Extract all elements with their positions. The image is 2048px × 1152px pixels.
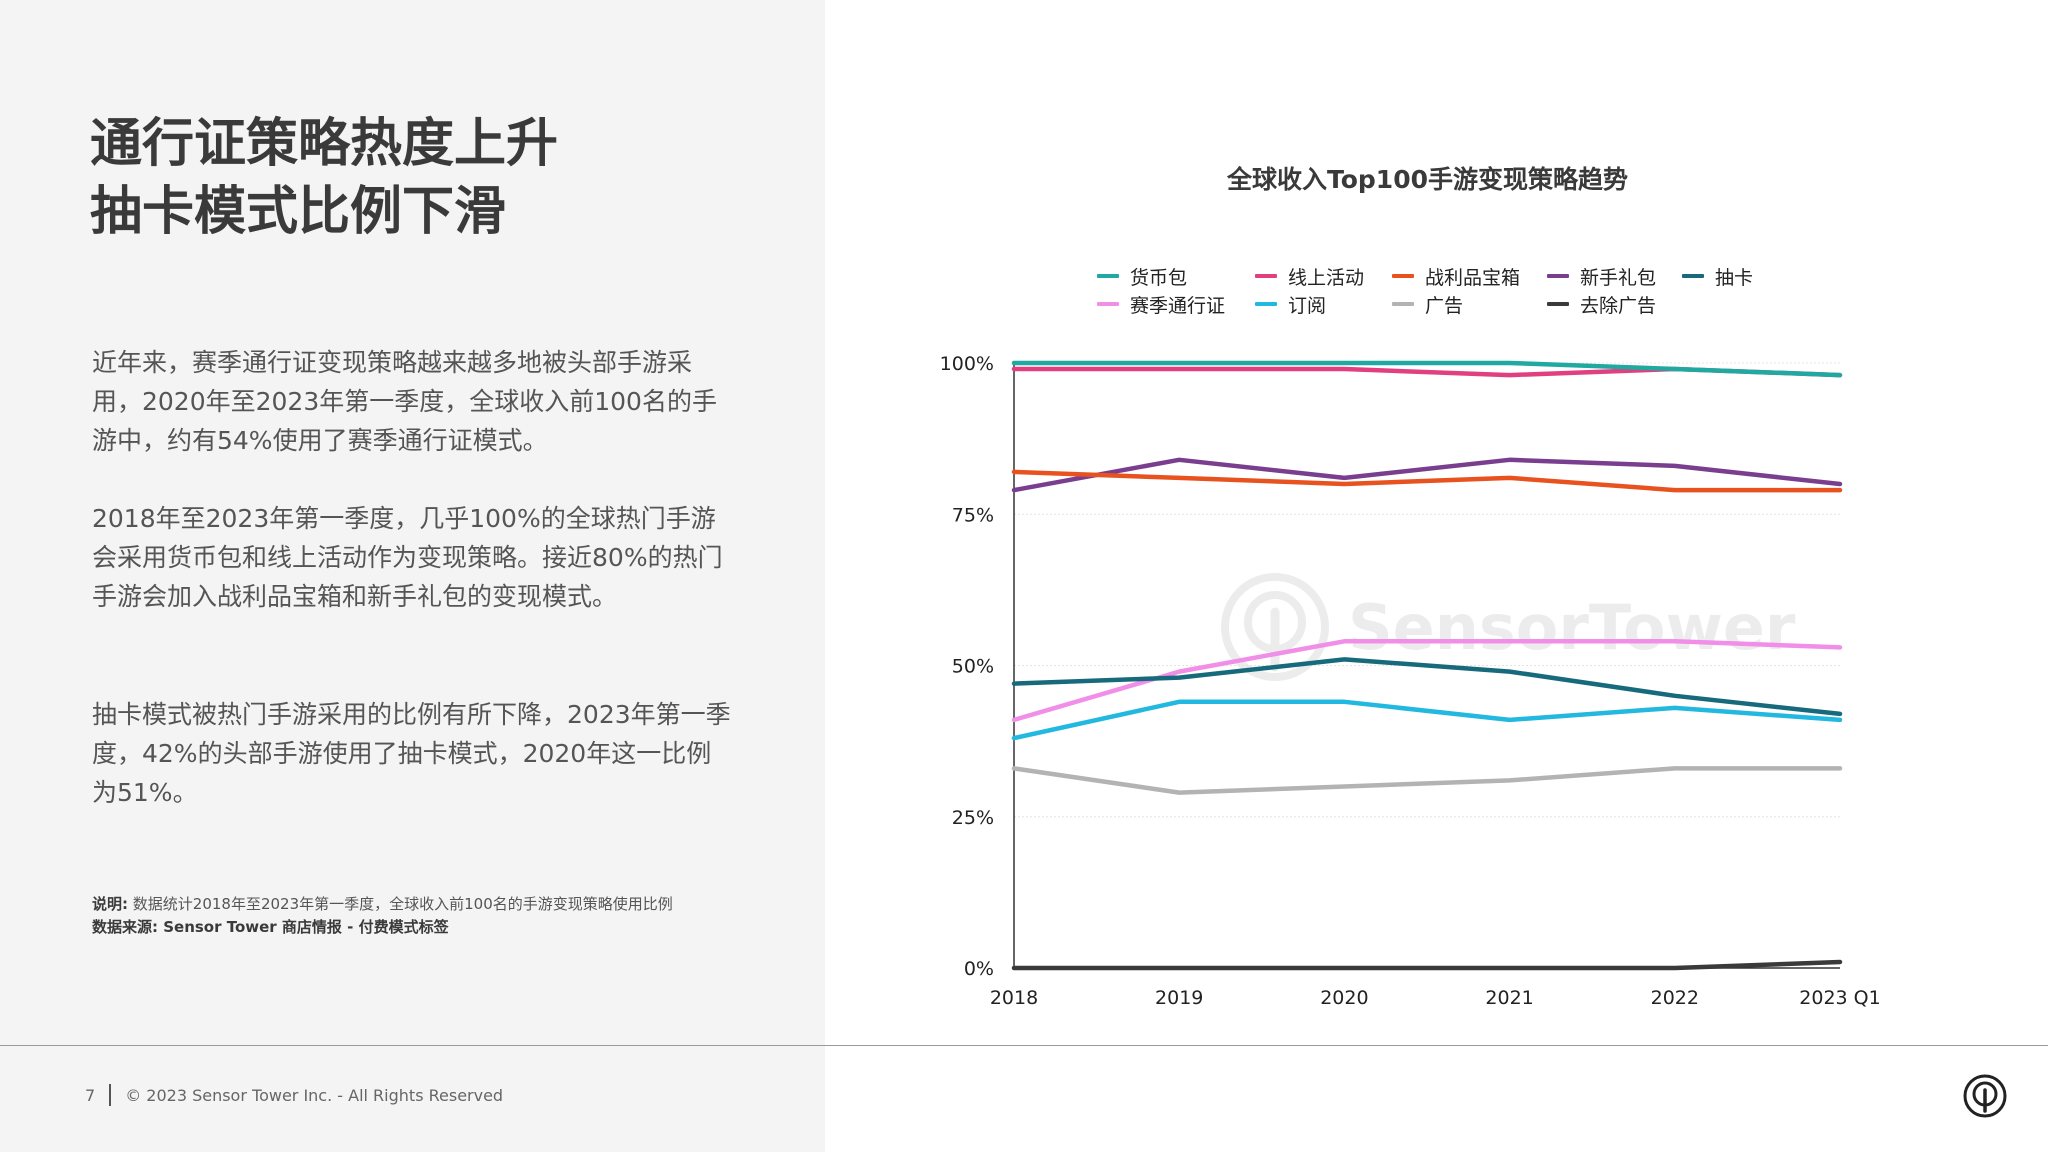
watermark-logo-icon bbox=[1221, 573, 1329, 681]
legend-item: 广告 bbox=[1392, 290, 1463, 318]
page-title-line-1: 通行证策略热度上升 bbox=[90, 114, 559, 174]
paragraph-season-pass: 近年来，赛季通行证变现策略越来越多地被头部手游采用，2020年至2023年第一季… bbox=[92, 348, 717, 455]
watermark-text: SensorTower bbox=[1348, 590, 1796, 664]
series-line-3 bbox=[1011, 469, 1843, 493]
legend-label: 抽卡 bbox=[1715, 266, 1754, 289]
legend-swatch bbox=[1097, 274, 1119, 278]
legend-label: 去除广告 bbox=[1580, 294, 1657, 317]
footer: 7 © 2023 Sensor Tower Inc. - All Rights … bbox=[85, 1084, 503, 1106]
series-line-4 bbox=[1011, 457, 1843, 493]
legend-swatch bbox=[1682, 274, 1704, 278]
legend-label: 订阅 bbox=[1288, 294, 1327, 317]
legend-swatch bbox=[1547, 274, 1569, 278]
series-line-7 bbox=[1011, 699, 1843, 741]
series-line-9 bbox=[1011, 959, 1843, 971]
note-text: 数据统计2018年至2023年第一季度，全球收入前100名的手游变现策略使用比例 bbox=[132, 895, 673, 913]
series-line-5 bbox=[1011, 657, 1843, 717]
y-tick-label: 25% bbox=[952, 807, 994, 829]
series-line-8 bbox=[1011, 766, 1843, 795]
legend-item: 战利品宝箱 bbox=[1392, 262, 1520, 290]
y-tick-label: 50% bbox=[952, 656, 994, 678]
data-source: 数据来源: Sensor Tower 商店情报 - 付费模式标签 bbox=[92, 918, 449, 936]
page-number: 7 bbox=[85, 1085, 96, 1105]
legend-label: 赛季通行证 bbox=[1130, 294, 1226, 317]
legend-item: 赛季通行证 bbox=[1097, 290, 1225, 318]
x-tick-label: 2018 bbox=[990, 987, 1038, 1009]
chart-title: 全球收入Top100手游变现策略趋势 bbox=[1227, 165, 1628, 194]
footer-divider bbox=[0, 1045, 2048, 1046]
legend-item: 货币包 bbox=[1097, 262, 1187, 290]
legend-swatch bbox=[1097, 302, 1119, 306]
watermark: SensorTower bbox=[1220, 572, 1795, 682]
page-title-line-2: 抽卡模式比例下滑 bbox=[90, 182, 507, 242]
legend-swatch bbox=[1392, 274, 1414, 278]
x-tick-label: 2023 Q1 bbox=[1799, 987, 1880, 1009]
legend-item: 新手礼包 bbox=[1547, 262, 1656, 290]
legend-label: 广告 bbox=[1425, 294, 1464, 317]
legend-label: 新手礼包 bbox=[1580, 266, 1657, 289]
x-tick-label: 2020 bbox=[1320, 987, 1368, 1009]
page-title: 通行证策略热度上升 抽卡模式比例下滑 bbox=[90, 110, 790, 246]
sensor-tower-logo-icon bbox=[1963, 1074, 2007, 1118]
y-tick-label: 100% bbox=[940, 353, 994, 375]
legend-label: 线上活动 bbox=[1288, 266, 1365, 289]
legend-swatch bbox=[1255, 302, 1277, 306]
series-line-1 bbox=[1011, 360, 1843, 378]
legend-item: 抽卡 bbox=[1682, 262, 1753, 290]
paragraph-gacha: 抽卡模式被热门手游采用的比例有所下降，2023年第一季度，42%的头部手游使用了… bbox=[92, 700, 731, 807]
legend-item: 订阅 bbox=[1255, 290, 1326, 318]
legend-swatch bbox=[1392, 302, 1414, 306]
line-chart: 0% 25% 50% 75% 100% 2018 2019 2020 2021 2022 2023 … bbox=[940, 353, 1881, 1009]
note: 说明: 数据统计2018年至2023年第一季度，全球收入前100名的手游变现策略… bbox=[92, 893, 673, 916]
y-tick-label: 0% bbox=[964, 958, 994, 980]
x-tick-label: 2022 bbox=[1651, 987, 1699, 1009]
x-tick-label: 2021 bbox=[1485, 987, 1533, 1009]
right-panel bbox=[825, 0, 2048, 1046]
legend-swatch bbox=[1255, 274, 1277, 278]
y-tick-label: 75% bbox=[952, 504, 994, 526]
paragraph-currency-pack: 2018年至2023年第一季度，几乎100%的全球热门手游会采用货币包和线上活动… bbox=[92, 504, 723, 611]
note-label: 说明: bbox=[92, 895, 128, 913]
footer-separator bbox=[109, 1084, 112, 1106]
legend-label: 战利品宝箱 bbox=[1425, 266, 1521, 289]
copyright: © 2023 Sensor Tower Inc. - All Rights Re… bbox=[125, 1085, 504, 1105]
legend-swatch bbox=[1547, 302, 1569, 306]
legend-item: 线上活动 bbox=[1255, 262, 1364, 290]
legend-item: 去除广告 bbox=[1547, 290, 1656, 318]
legend-label: 货币包 bbox=[1130, 266, 1188, 289]
left-panel bbox=[0, 0, 825, 1152]
x-tick-label: 2019 bbox=[1155, 987, 1203, 1009]
